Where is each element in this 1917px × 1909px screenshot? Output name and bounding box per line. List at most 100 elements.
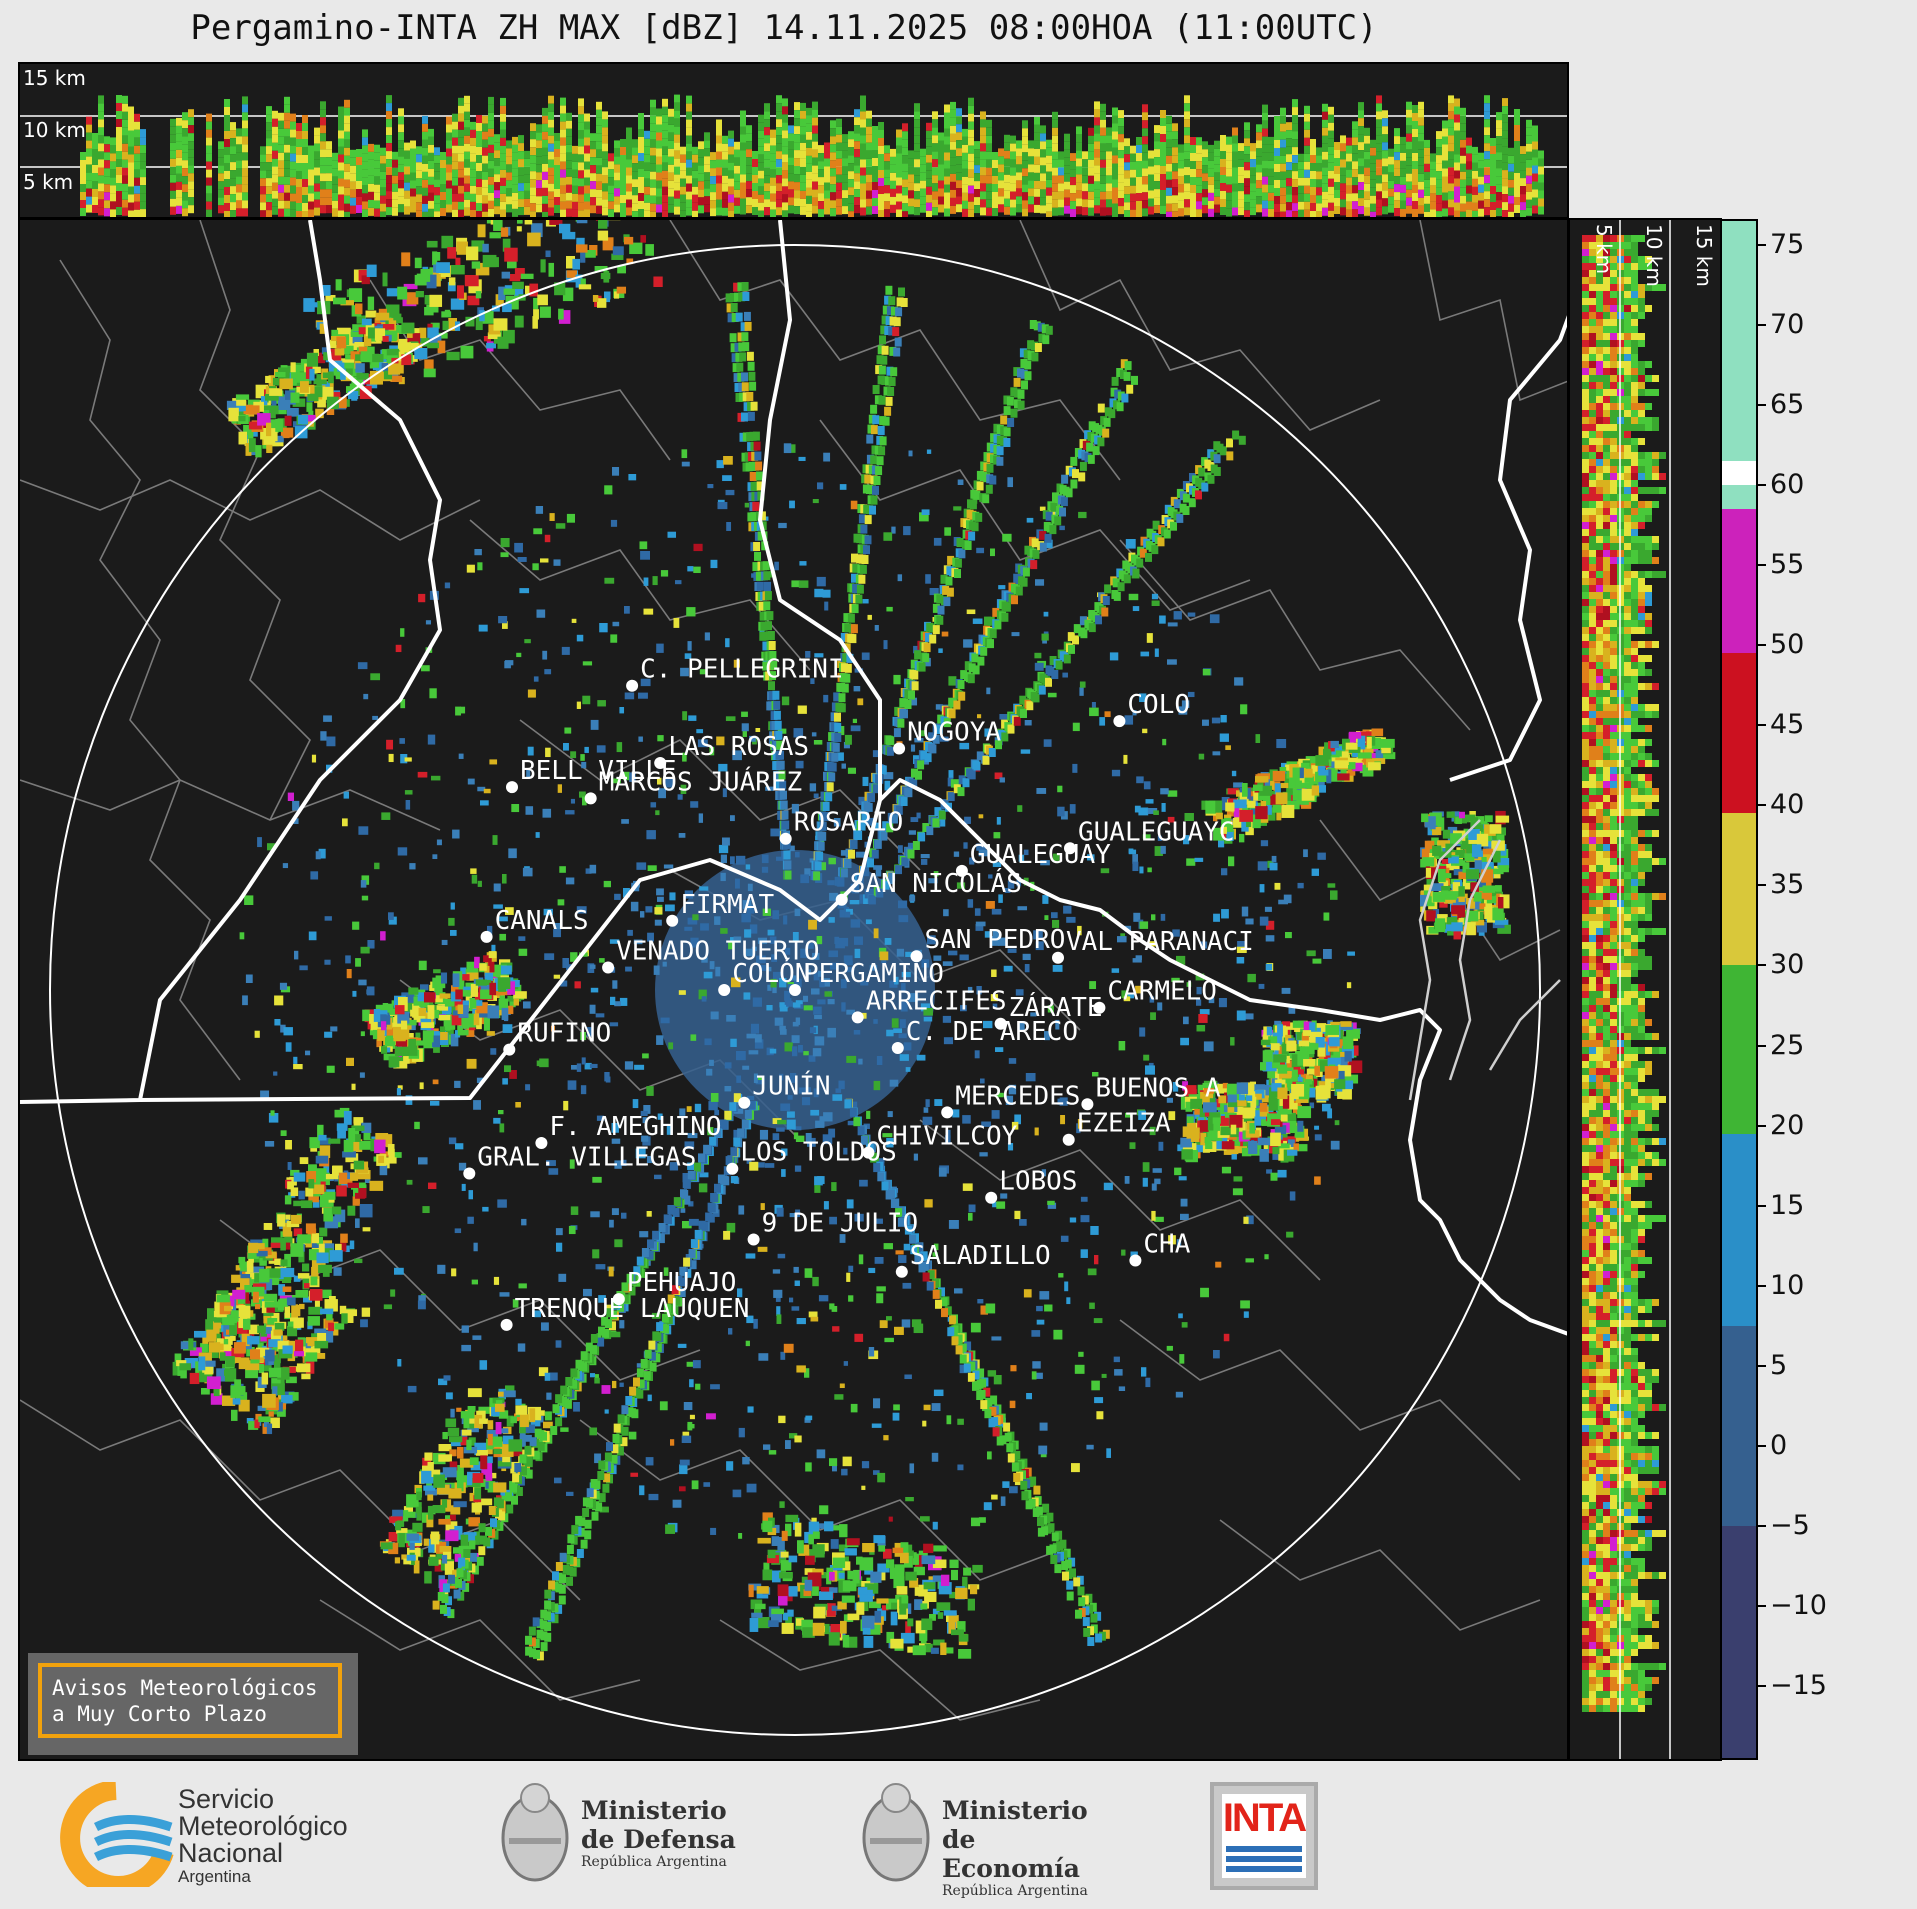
- colorbar-tick-label: 75: [1770, 229, 1805, 261]
- city-marker: MERCEDES: [941, 1081, 1080, 1119]
- city-dot: [941, 1106, 954, 1119]
- defensa-line-1: Ministerio: [581, 1796, 727, 1825]
- city-dot: [718, 984, 731, 996]
- colorbar-tick-label: 0: [1770, 1429, 1788, 1461]
- city-dot: [503, 1043, 516, 1056]
- city-label: LOBOS: [999, 1167, 1077, 1197]
- city-label: F. AMEGHINO: [549, 1112, 721, 1142]
- colorbar-band: [1722, 509, 1756, 654]
- top-cross-section-echoes: [20, 94, 1567, 217]
- colorbar-band: [1722, 653, 1756, 814]
- city-marker: ZÁRATE: [994, 991, 1103, 1030]
- city-label: CANALS: [495, 906, 589, 936]
- city-dot: [480, 930, 493, 943]
- colorbar-tick-label: 40: [1770, 789, 1805, 821]
- colorbar-tick-label: −15: [1770, 1669, 1827, 1701]
- city-label: VAL PARANACI: [1066, 927, 1254, 957]
- colorbar-tick-mark: [1758, 884, 1766, 887]
- city-marker: CANALS: [480, 906, 589, 943]
- city-dot: [626, 679, 639, 692]
- city-label: VENADO TUERTO: [616, 937, 820, 967]
- chart-title: Pergamino-INTA ZH MAX [dBZ] 14.11.2025 0…: [190, 8, 1378, 48]
- city-dot: [1113, 715, 1126, 728]
- colorbar-band: [1722, 461, 1756, 486]
- city-label: RUFINO: [517, 1019, 611, 1049]
- city-dot: [891, 1042, 904, 1054]
- city-label: BELL VILLE: [520, 756, 677, 786]
- city-label: PERGAMINO: [803, 959, 944, 989]
- city-label: BUENOS A: [1095, 1073, 1221, 1103]
- colorbar-tick-mark: [1758, 1684, 1766, 1687]
- city-dot: [862, 1146, 875, 1159]
- coat-of-arms-icon: [501, 1783, 569, 1882]
- city-label: MERCEDES: [955, 1081, 1080, 1111]
- colorbar-tick-label: −10: [1770, 1589, 1827, 1621]
- colorbar-tick-mark: [1758, 724, 1766, 727]
- colorbar-band: [1722, 813, 1756, 966]
- city-dot: [910, 950, 923, 963]
- colorbar-tick-label: 30: [1770, 949, 1805, 981]
- inta-logo-text: INTA: [1222, 1796, 1307, 1840]
- warning-box[interactable]: Avisos Meteorológicos a Muy Corto Plazo: [28, 1653, 358, 1755]
- colorbar-tick-mark: [1758, 564, 1766, 567]
- colorbar-tick-mark: [1758, 244, 1766, 247]
- top-km-label-10: 10 km: [23, 118, 86, 142]
- city-label: ZÁRATE: [1009, 991, 1103, 1023]
- colorbar-tick-label: 70: [1770, 309, 1805, 341]
- city-dot: [602, 961, 615, 974]
- city-dot: [955, 864, 968, 877]
- city-label: ROSARIO: [794, 808, 904, 838]
- city-dot: [726, 1162, 739, 1175]
- city-label: CARMELO: [1107, 977, 1217, 1007]
- city-label: 9 DE JULIO: [762, 1209, 919, 1239]
- defensa-line-3: República Argentina: [581, 1854, 727, 1870]
- colorbar-tick-mark: [1758, 964, 1766, 967]
- city-dot: [893, 742, 906, 755]
- top-km-label-15: 15 km: [23, 66, 86, 90]
- city-marker: LAS ROSAS: [654, 732, 809, 769]
- city-label: TRENQUE LAUQUEN: [515, 1294, 750, 1324]
- smn-line-1: Servicio: [178, 1784, 275, 1814]
- radar-map-panel[interactable]: C. PELLEGRINI LAS ROSAS BELL VILLE MARCOS J…: [18, 218, 1569, 1761]
- colorbar-tick-label: 45: [1770, 709, 1805, 741]
- warning-box-frame: Avisos Meteorológicos a Muy Corto Plazo: [38, 1663, 342, 1738]
- city-marker: FIRMAT: [666, 890, 774, 927]
- city-marker: CHIVILCOY: [862, 1122, 1018, 1159]
- colorbar-tick-mark: [1758, 804, 1766, 807]
- top-cross-section-panel: 15 km 10 km 5 km: [18, 62, 1569, 219]
- smn-line-2: Meteorológico: [178, 1811, 348, 1841]
- colorbar-band: [1722, 1325, 1756, 1526]
- smn-line-3: Nacional: [178, 1838, 284, 1868]
- city-dot: [506, 781, 518, 794]
- city-marker: VAL PARANACI: [1052, 927, 1254, 964]
- city-marker: C. DE ARECO: [891, 1017, 1078, 1054]
- colorbar-tick-mark: [1758, 1284, 1766, 1287]
- city-label: C. PELLEGRINI: [640, 655, 844, 685]
- coat-of-arms-icon: [862, 1783, 930, 1882]
- economia-line-1: Ministerio: [942, 1796, 1088, 1825]
- colorbar-tick-mark: [1758, 1204, 1766, 1207]
- side-km-label-10: 10 km: [1642, 224, 1666, 287]
- colorbar-tick-mark: [1758, 484, 1766, 487]
- city-marker: SAN PEDRO: [910, 925, 1065, 963]
- city-marker: CARMELO: [1093, 977, 1217, 1014]
- city-label: C. DE ARECO: [906, 1017, 1078, 1047]
- warning-line-2: a Muy Corto Plazo: [52, 1702, 267, 1726]
- city-marker: EZEIZA: [1062, 1109, 1171, 1146]
- city-dot: [500, 1318, 513, 1331]
- colorbar-tick-mark: [1758, 1524, 1766, 1527]
- smn-emblem-icon: [60, 1782, 174, 1887]
- city-marker: JUNÍN: [738, 1070, 831, 1109]
- city-label: LAS ROSAS: [668, 732, 809, 762]
- city-dot: [1052, 951, 1064, 964]
- city-label: NOGOYA: [907, 718, 1001, 748]
- colorbar-tick-label: 60: [1770, 469, 1805, 501]
- city-dot: [779, 832, 792, 845]
- city-label: JUNÍN: [752, 1070, 830, 1102]
- city-dot: [666, 914, 679, 927]
- side-cross-section-panel: 5 km 10 km 15 km: [1568, 218, 1722, 1761]
- city-dot: [851, 1011, 864, 1024]
- defensa-line-2: de Defensa: [581, 1825, 736, 1854]
- city-marker: GUALEGUAYC: [1064, 817, 1235, 855]
